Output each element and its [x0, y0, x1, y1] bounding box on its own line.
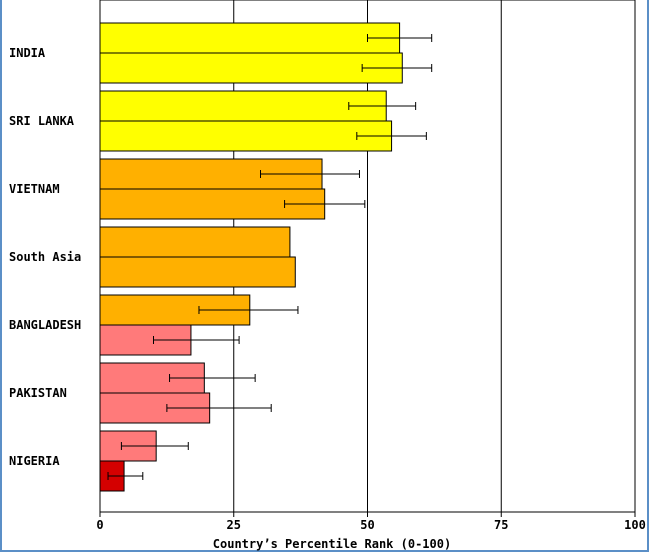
category-label: VIETNAM [9, 182, 60, 196]
bars-group [99, 22, 403, 492]
bar-india-2 [99, 52, 403, 84]
bar-sri-lanka-1 [99, 90, 387, 122]
bar-south-asia-2 [99, 256, 296, 288]
category-label: PAKISTAN [9, 386, 67, 400]
x-axis-title: Country’s Percentile Rank (0-100) [213, 537, 451, 551]
category-label: SRI LANKA [9, 114, 75, 128]
category-label: BANGLADESH [9, 318, 81, 332]
x-axis-ticks: 0 25 50 75 100 [96, 512, 646, 532]
x-tick-label: 75 [494, 518, 508, 532]
x-tick-label: 100 [624, 518, 646, 532]
x-tick-label: 25 [227, 518, 241, 532]
category-label: INDIA [9, 46, 46, 60]
bar-sri-lanka-2 [99, 120, 393, 152]
category-label: South Asia [9, 250, 81, 264]
x-tick-label: 0 [96, 518, 103, 532]
bar-south-asia-1 [99, 226, 291, 258]
category-labels: INDIA SRI LANKA VIETNAM South Asia BANGLADES… [9, 46, 81, 468]
bar-india-1 [99, 22, 401, 54]
category-label: NIGERIA [9, 454, 60, 468]
x-tick-label: 50 [360, 518, 374, 532]
error-bars-group [107, 34, 433, 480]
